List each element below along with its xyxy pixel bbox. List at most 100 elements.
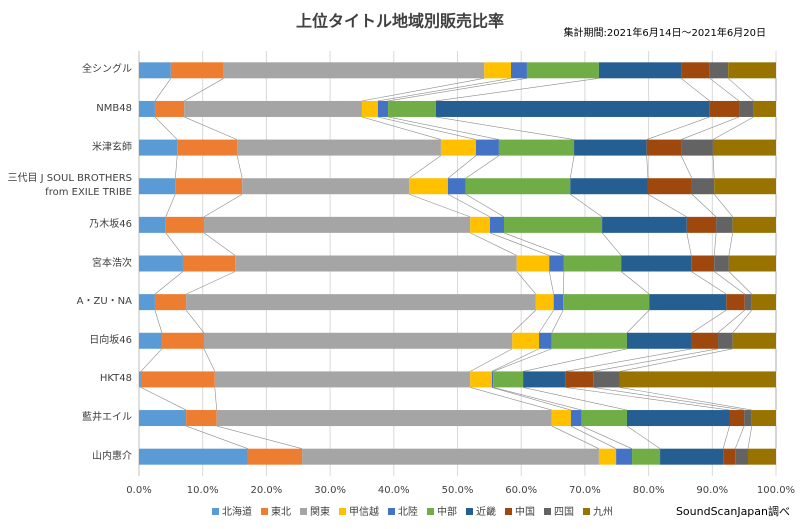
bar-segment: [593, 371, 620, 388]
bar-segment: [475, 139, 499, 156]
bar-segment: [516, 255, 550, 272]
series-line: [203, 348, 216, 372]
bar-segment: [729, 410, 745, 427]
x-tick-label: 70.0%: [569, 485, 601, 496]
bar-segment: [302, 448, 599, 465]
bar-segment: [186, 410, 217, 427]
bar-segment: [161, 332, 204, 349]
chart-title: 上位タイトル地域別販売比率: [296, 12, 504, 31]
bar-segment: [553, 294, 564, 311]
series-line: [512, 309, 537, 333]
series-line: [447, 155, 477, 179]
series-line: [503, 232, 564, 256]
series-line: [717, 309, 745, 334]
series-line: [570, 193, 603, 218]
series-line: [619, 387, 752, 411]
series-line: [548, 271, 554, 295]
bar-segment: [549, 255, 564, 272]
series-line: [538, 309, 554, 333]
series-line: [713, 232, 717, 256]
bar-segment: [139, 332, 162, 349]
legend-swatch: [261, 508, 268, 515]
series-line: [203, 193, 243, 218]
series-line: [728, 78, 754, 102]
y-tick-label: 乃木坂46: [89, 218, 132, 230]
legend-swatch: [544, 508, 551, 515]
x-tick-label: 50.0%: [442, 485, 474, 496]
x-tick-label: 10.0%: [187, 485, 219, 496]
series-line: [709, 78, 740, 102]
bar-segment: [214, 371, 471, 388]
bar-segment: [242, 178, 410, 195]
bar-segment: [616, 448, 633, 465]
y-tick-label: 全シングル: [82, 64, 132, 76]
series-line: [154, 78, 172, 102]
y-tick-label: 藍井エイル: [82, 412, 132, 424]
bar-segment: [660, 448, 724, 465]
bar-segment: [551, 410, 571, 427]
bar-segment: [203, 216, 471, 233]
bar-segment: [440, 139, 476, 156]
series-line: [491, 348, 540, 372]
x-tick-label: 60.0%: [505, 485, 537, 496]
series-line: [175, 155, 178, 179]
bar-segment: [744, 294, 752, 311]
bar-segment: [216, 410, 552, 427]
legend-swatch: [505, 508, 512, 515]
series-line: [361, 116, 442, 140]
legend-label: 四国: [554, 506, 574, 518]
series-line: [680, 155, 693, 179]
bar-segment: [621, 255, 692, 272]
series-line: [570, 425, 617, 449]
series-line: [712, 155, 715, 179]
bar-segment: [751, 294, 776, 311]
x-tick-label: 40.0%: [378, 485, 410, 496]
bar-segment: [493, 371, 524, 388]
bar-segment: [223, 62, 485, 79]
series-line: [626, 425, 661, 449]
series-line: [140, 348, 163, 372]
bar-segment: [565, 371, 594, 388]
series-line: [184, 116, 238, 140]
series-line: [165, 232, 184, 256]
bar-segment: [182, 255, 236, 272]
bar-segment: [512, 332, 540, 349]
bar-segment: [723, 448, 736, 465]
series-line: [714, 271, 745, 295]
bar-segment: [409, 178, 448, 195]
bar-segment: [165, 216, 204, 233]
legend-swatch: [388, 508, 395, 515]
x-tick-label: 0.0%: [126, 485, 151, 496]
series-line: [435, 116, 575, 140]
series-line: [734, 425, 745, 449]
bar-segment: [691, 332, 719, 349]
bar-segment: [139, 255, 183, 272]
bar-segment: [139, 216, 166, 233]
series-line: [489, 232, 550, 256]
bar-segment: [649, 294, 727, 311]
bar-segment: [744, 410, 752, 427]
bar-segment: [647, 178, 692, 195]
y-tick-label: 日向坂46: [89, 334, 132, 346]
series-line: [581, 425, 633, 449]
legend-swatch: [427, 508, 434, 515]
legend-label: 中国: [515, 505, 535, 518]
series-line: [185, 309, 205, 333]
bar-segment: [716, 216, 733, 233]
bar-segment: [447, 178, 466, 195]
series-line: [722, 425, 730, 449]
bar-segment: [574, 139, 647, 156]
series-line: [493, 387, 582, 411]
bar-segment: [709, 62, 729, 79]
series-line: [465, 155, 500, 179]
bar-segment: [139, 410, 187, 427]
bar-segment: [523, 371, 566, 388]
series-line: [186, 425, 249, 449]
series-line: [551, 425, 600, 449]
bar-segment: [619, 371, 776, 388]
bar-segment: [714, 178, 776, 195]
bar-segment: [465, 178, 571, 195]
bar-segment: [139, 62, 171, 79]
bar-segment: [732, 216, 776, 233]
series-line: [646, 116, 710, 140]
